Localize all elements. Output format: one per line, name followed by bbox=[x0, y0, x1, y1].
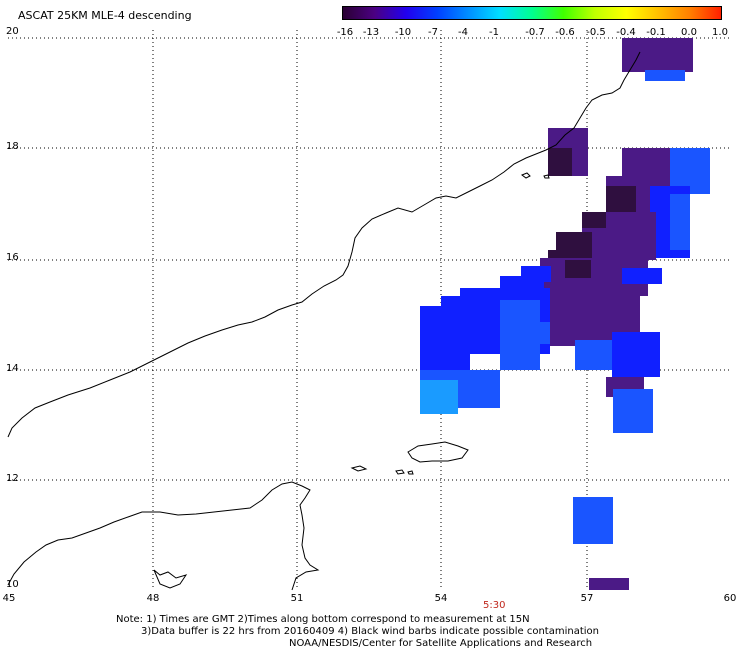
wind-cell bbox=[556, 232, 592, 260]
colorbar-tick-label: -10 bbox=[394, 27, 412, 38]
wind-cell bbox=[613, 389, 653, 433]
map-title: ASCAT 25KM MLE-4 descending bbox=[18, 9, 192, 22]
colorbar-tick-label: -0.4 bbox=[616, 27, 636, 38]
wind-cell bbox=[573, 497, 613, 544]
latitude-label: 14 bbox=[6, 363, 19, 374]
colorbar-tick-label: -7 bbox=[428, 27, 438, 38]
latitude-label: 12 bbox=[6, 473, 19, 484]
longitude-label: 57 bbox=[580, 593, 594, 604]
socotra-island bbox=[407, 441, 469, 463]
note-line-2: 3)Data buffer is 22 hrs from 20160409 4)… bbox=[141, 626, 599, 637]
colorbar-tick-label: -0.6 bbox=[555, 27, 575, 38]
wind-cells bbox=[420, 38, 710, 590]
note-line-3: NOAA/NESDIS/Center for Satellite Applica… bbox=[289, 638, 593, 649]
longitude-label: 45 bbox=[2, 593, 16, 604]
small-islet bbox=[543, 174, 550, 179]
wind-cell bbox=[548, 148, 572, 176]
wind-cell bbox=[582, 212, 606, 228]
note-line-1: Note: 1) Times are GMT 2)Times along bot… bbox=[116, 614, 530, 625]
latitude-label: 16 bbox=[6, 252, 19, 263]
wind-cell bbox=[500, 300, 540, 370]
colorbar bbox=[342, 6, 722, 20]
wind-cell bbox=[606, 186, 636, 212]
time-label: 5:30 bbox=[483, 600, 506, 611]
grid-lines bbox=[8, 30, 732, 588]
coastline bbox=[7, 51, 641, 591]
colorbar-tick-label: -0.7 bbox=[525, 27, 545, 38]
somalia-coast bbox=[7, 481, 320, 591]
somali-islets bbox=[153, 569, 188, 589]
latitude-label: 18 bbox=[6, 141, 19, 152]
wind-cell bbox=[420, 380, 458, 414]
wind-cell bbox=[622, 148, 670, 176]
longitude-label: 48 bbox=[146, 593, 160, 604]
wind-cell bbox=[622, 38, 693, 72]
colorbar-tick-label: -4 bbox=[458, 27, 468, 38]
colorbar-tick-label: -0.5 bbox=[586, 27, 606, 38]
darsa bbox=[407, 470, 414, 475]
masirah-island bbox=[520, 172, 531, 179]
wind-cell bbox=[565, 260, 591, 278]
colorbar-tick-label: -0.1 bbox=[646, 27, 666, 38]
colorbar-tick-label: 0.0 bbox=[681, 27, 697, 38]
arabian-peninsula-coast bbox=[7, 51, 641, 438]
samha bbox=[395, 469, 405, 475]
wind-cell bbox=[612, 332, 660, 377]
longitude-label: 51 bbox=[290, 593, 304, 604]
wind-cell bbox=[645, 70, 685, 81]
colorbar-tick-label: -1 bbox=[489, 27, 499, 38]
colorbar-tick-label: -16 bbox=[336, 27, 354, 38]
wind-cell bbox=[622, 268, 662, 284]
wind-cell bbox=[670, 194, 690, 250]
longitude-label: 60 bbox=[723, 593, 737, 604]
wind-cell bbox=[441, 296, 461, 318]
wind-cell bbox=[575, 340, 615, 370]
abd-al-kuri bbox=[350, 465, 368, 472]
wind-cell bbox=[589, 578, 629, 590]
longitude-label: 54 bbox=[434, 593, 448, 604]
colorbar-tick-label: 1.0 bbox=[712, 27, 728, 38]
colorbar-tick-label: -13 bbox=[362, 27, 380, 38]
latitude-label: 10 bbox=[6, 579, 19, 590]
latitude-label: 20 bbox=[6, 26, 19, 37]
